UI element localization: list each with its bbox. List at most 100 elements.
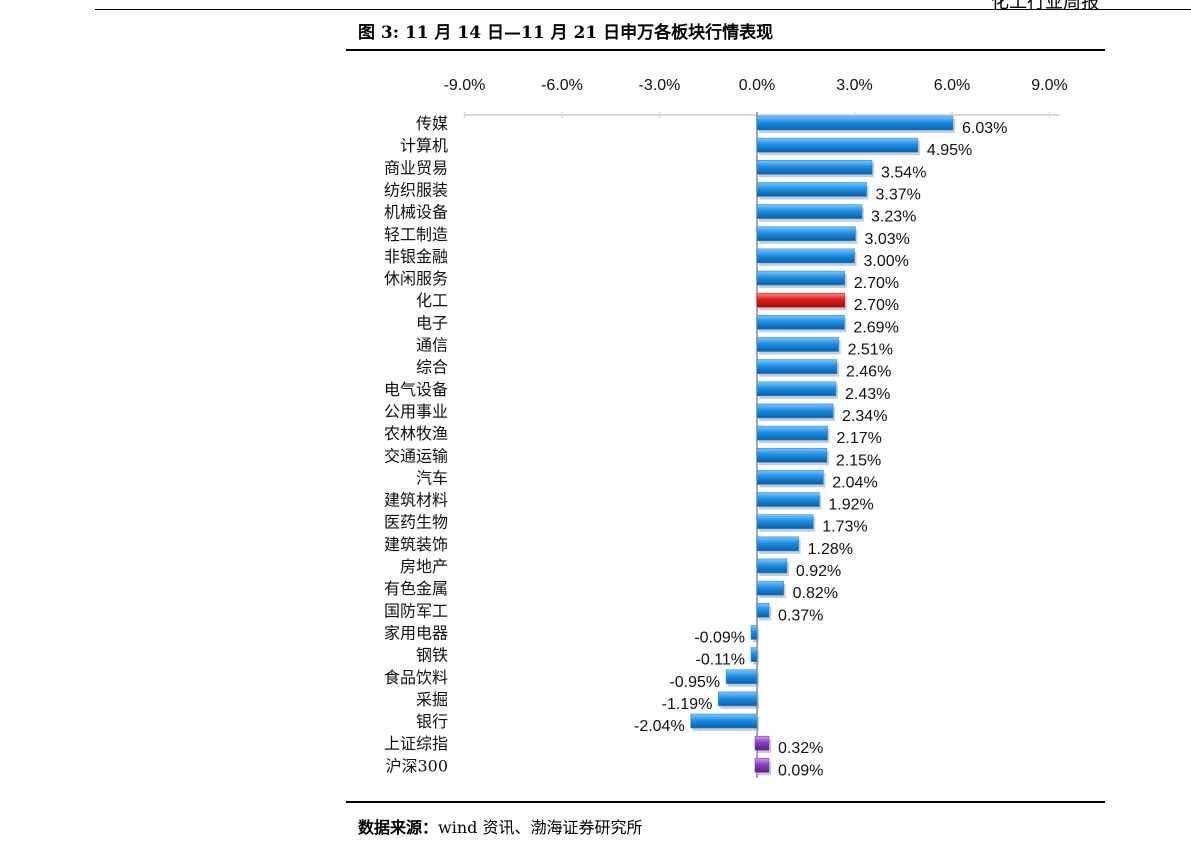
category-label: 医药生物 — [384, 513, 448, 532]
value-label: 2.70% — [854, 297, 899, 314]
bar — [756, 447, 828, 463]
bar — [756, 182, 867, 197]
value-label: 2.43% — [845, 386, 890, 403]
bar — [756, 337, 839, 352]
category-label: 家用电器 — [384, 623, 448, 642]
bar — [756, 558, 788, 574]
bar — [718, 691, 758, 707]
value-label: 1.73% — [822, 519, 867, 536]
bar — [690, 713, 758, 729]
bar — [756, 315, 845, 330]
category-label: 国防军工 — [384, 601, 448, 620]
category-label: 建筑装饰 — [384, 535, 448, 554]
category-label: 食品饮料 — [384, 668, 448, 687]
value-label: 1.28% — [808, 541, 853, 558]
value-label: -0.09% — [694, 629, 745, 646]
bar-index — [754, 758, 770, 773]
category-label: 计算机 — [400, 136, 448, 155]
bar — [756, 514, 814, 530]
bar — [756, 602, 770, 618]
category-label: 电子 — [416, 313, 448, 332]
x-tick-label: -3.0% — [639, 77, 681, 94]
value-label: 0.82% — [793, 585, 838, 602]
bar — [756, 580, 784, 596]
category-label: 综合 — [416, 358, 448, 377]
figure-top-rule — [346, 49, 1105, 51]
figure-bottom-rule — [346, 801, 1105, 803]
source-label: 数据来源： — [358, 818, 439, 837]
bar — [756, 425, 828, 441]
value-label: 3.03% — [864, 231, 909, 248]
bar — [756, 226, 856, 242]
bar — [756, 492, 820, 507]
category-label: 传媒 — [416, 114, 448, 133]
x-tick-label: -6.0% — [541, 77, 583, 94]
value-label: 3.23% — [871, 209, 916, 226]
value-label: 0.09% — [778, 762, 823, 779]
category-label: 房地产 — [400, 557, 448, 576]
category-label: 农林牧渔 — [384, 424, 448, 443]
bar — [756, 137, 919, 153]
category-label: 沪深300 — [385, 756, 448, 775]
x-tick-label: 6.0% — [934, 77, 970, 94]
source-note: 数据来源：wind 资讯、渤海证券研究所 — [358, 814, 642, 838]
category-label: 公用事业 — [384, 402, 448, 421]
category-label: 轻工制造 — [384, 225, 448, 244]
bar — [756, 536, 799, 552]
bar — [756, 359, 838, 374]
value-label: -1.19% — [662, 696, 713, 713]
category-label: 建筑材料 — [384, 491, 448, 510]
category-label: 纺织服装 — [384, 180, 448, 199]
value-label: 2.69% — [853, 319, 898, 336]
category-label: 钢铁 — [416, 646, 448, 665]
value-label: -2.04% — [634, 718, 685, 735]
bar-index — [754, 735, 770, 751]
value-label: 6.03% — [962, 120, 1007, 137]
value-label: 2.51% — [848, 342, 893, 359]
category-label: 上证综指 — [384, 734, 448, 753]
bar — [750, 625, 758, 640]
figure-title: 图 3: 11 月 14 日—11 月 21 日申万各板块行情表现 — [358, 23, 774, 43]
category-label: 有色金属 — [384, 579, 448, 598]
value-label: 3.00% — [864, 253, 909, 270]
value-label: 2.17% — [837, 430, 882, 447]
bar-highlight — [756, 292, 846, 308]
category-label: 交通运输 — [384, 446, 448, 465]
x-tick-label: 9.0% — [1031, 77, 1067, 94]
bar — [756, 204, 863, 219]
category-label: 机械设备 — [384, 203, 448, 222]
category-label: 非银金融 — [384, 247, 448, 266]
value-label: 2.70% — [854, 275, 899, 292]
x-tick-label: -9.0% — [444, 77, 486, 94]
bar — [725, 669, 758, 685]
value-label: 4.95% — [927, 142, 972, 159]
bar — [756, 115, 954, 131]
bar — [756, 160, 873, 175]
category-label: 采掘 — [416, 690, 448, 709]
category-label: 汽车 — [416, 468, 448, 487]
category-label: 银行 — [416, 712, 448, 731]
value-label: -0.95% — [669, 674, 720, 691]
x-tick-label: 3.0% — [836, 77, 872, 94]
category-label: 休闲服务 — [384, 269, 448, 288]
value-label: 2.04% — [832, 474, 877, 491]
bar — [750, 647, 758, 662]
category-label: 通信 — [416, 336, 448, 355]
value-label: 2.34% — [842, 408, 887, 425]
value-label: 3.37% — [876, 186, 921, 203]
bar — [756, 270, 846, 286]
x-tick-label: 0.0% — [739, 77, 775, 94]
value-label: 2.15% — [836, 452, 881, 469]
category-label: 化工 — [416, 291, 448, 310]
bar — [756, 403, 834, 419]
value-label: 1.92% — [828, 497, 873, 514]
value-label: 2.46% — [846, 364, 891, 381]
value-label: 0.37% — [778, 607, 823, 624]
value-label: -0.11% — [695, 652, 745, 669]
bar — [756, 381, 837, 397]
category-label: 电气设备 — [384, 380, 448, 399]
page-header-title: 化工行业周报 — [991, 0, 1099, 13]
category-label: 商业贸易 — [384, 158, 448, 177]
bar — [756, 470, 824, 485]
